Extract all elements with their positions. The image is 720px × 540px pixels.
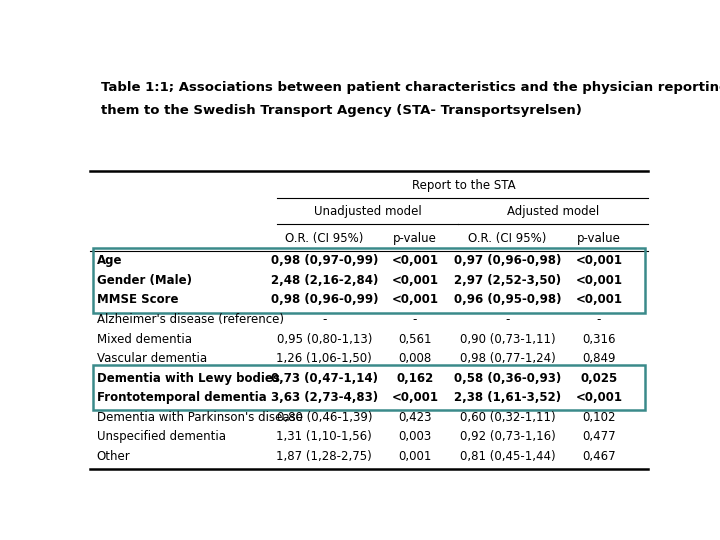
Text: p-value: p-value: [393, 232, 437, 245]
Text: 0,008: 0,008: [398, 352, 431, 365]
Text: 0,97 (0,96-0,98): 0,97 (0,96-0,98): [454, 254, 561, 267]
Text: 0,467: 0,467: [582, 450, 616, 463]
Text: <0,001: <0,001: [575, 254, 622, 267]
Text: -: -: [322, 313, 327, 326]
Text: p-value: p-value: [577, 232, 621, 245]
Text: 0,92 (0,73-1,16): 0,92 (0,73-1,16): [459, 430, 555, 443]
Text: -: -: [505, 313, 510, 326]
Text: 0,477: 0,477: [582, 430, 616, 443]
Text: 0,003: 0,003: [398, 430, 431, 443]
Text: Table 1:1; Associations between patient characteristics and the physician report: Table 1:1; Associations between patient …: [101, 82, 720, 94]
Text: -: -: [597, 313, 601, 326]
Text: 0,025: 0,025: [580, 372, 618, 384]
Text: 0,58 (0,36-0,93): 0,58 (0,36-0,93): [454, 372, 561, 384]
Text: 1,31 (1,10-1,56): 1,31 (1,10-1,56): [276, 430, 372, 443]
Text: <0,001: <0,001: [575, 391, 622, 404]
Text: Report to the STA: Report to the STA: [412, 179, 516, 192]
Text: <0,001: <0,001: [391, 293, 438, 306]
Text: 2,48 (2,16-2,84): 2,48 (2,16-2,84): [271, 274, 378, 287]
Text: 0,98 (0,97-0,99): 0,98 (0,97-0,99): [271, 254, 378, 267]
Text: Mixed dementia: Mixed dementia: [96, 333, 192, 346]
Text: O.R. (CI 95%): O.R. (CI 95%): [285, 232, 364, 245]
Text: 0,90 (0,73-1,11): 0,90 (0,73-1,11): [459, 333, 555, 346]
Text: <0,001: <0,001: [391, 254, 438, 267]
Text: Other: Other: [96, 450, 130, 463]
Text: <0,001: <0,001: [575, 274, 622, 287]
Text: 0,162: 0,162: [396, 372, 433, 384]
Text: Unspecified dementia: Unspecified dementia: [96, 430, 225, 443]
Text: 0,80 (0,46-1,39): 0,80 (0,46-1,39): [276, 411, 372, 424]
Text: 0,001: 0,001: [398, 450, 431, 463]
Text: Vascular dementia: Vascular dementia: [96, 352, 207, 365]
Text: 1,26 (1,06-1,50): 1,26 (1,06-1,50): [276, 352, 372, 365]
Text: 0,98 (0,77-1,24): 0,98 (0,77-1,24): [459, 352, 555, 365]
Text: 0,316: 0,316: [582, 333, 616, 346]
Text: Dementia with Parkinson's disease: Dementia with Parkinson's disease: [96, 411, 302, 424]
Text: O.R. (CI 95%): O.R. (CI 95%): [468, 232, 546, 245]
Text: Gender (Male): Gender (Male): [96, 274, 192, 287]
Text: 0,102: 0,102: [582, 411, 616, 424]
Text: 0,96 (0,95-0,98): 0,96 (0,95-0,98): [454, 293, 561, 306]
Text: 0,849: 0,849: [582, 352, 616, 365]
Text: Frontotemporal dementia: Frontotemporal dementia: [96, 391, 266, 404]
Text: 0,60 (0,32-1,11): 0,60 (0,32-1,11): [459, 411, 555, 424]
Text: 2,97 (2,52-3,50): 2,97 (2,52-3,50): [454, 274, 561, 287]
Text: MMSE Score: MMSE Score: [96, 293, 178, 306]
Text: 0,423: 0,423: [398, 411, 431, 424]
Text: Alzheimer's disease (reference): Alzheimer's disease (reference): [96, 313, 284, 326]
Text: 0,98 (0,96-0,99): 0,98 (0,96-0,99): [271, 293, 378, 306]
Text: 2,38 (1,61-3,52): 2,38 (1,61-3,52): [454, 391, 561, 404]
Text: 0,73 (0,47-1,14): 0,73 (0,47-1,14): [271, 372, 378, 384]
Text: 3,63 (2,73-4,83): 3,63 (2,73-4,83): [271, 391, 378, 404]
Text: Adjusted model: Adjusted model: [507, 205, 599, 218]
Text: Unadjusted model: Unadjusted model: [314, 205, 421, 218]
Text: 0,561: 0,561: [398, 333, 431, 346]
Text: 0,81 (0,45-1,44): 0,81 (0,45-1,44): [459, 450, 555, 463]
Text: <0,001: <0,001: [575, 293, 622, 306]
Text: -: -: [413, 313, 417, 326]
Text: <0,001: <0,001: [391, 274, 438, 287]
Text: 1,87 (1,28-2,75): 1,87 (1,28-2,75): [276, 450, 372, 463]
Text: <0,001: <0,001: [391, 391, 438, 404]
Text: Dementia with Lewy bodies: Dementia with Lewy bodies: [96, 372, 279, 384]
Text: them to the Swedish Transport Agency (STA- Transportsyrelsen): them to the Swedish Transport Agency (ST…: [101, 104, 582, 117]
Text: 0,95 (0,80-1,13): 0,95 (0,80-1,13): [276, 333, 372, 346]
Text: Age: Age: [96, 254, 122, 267]
